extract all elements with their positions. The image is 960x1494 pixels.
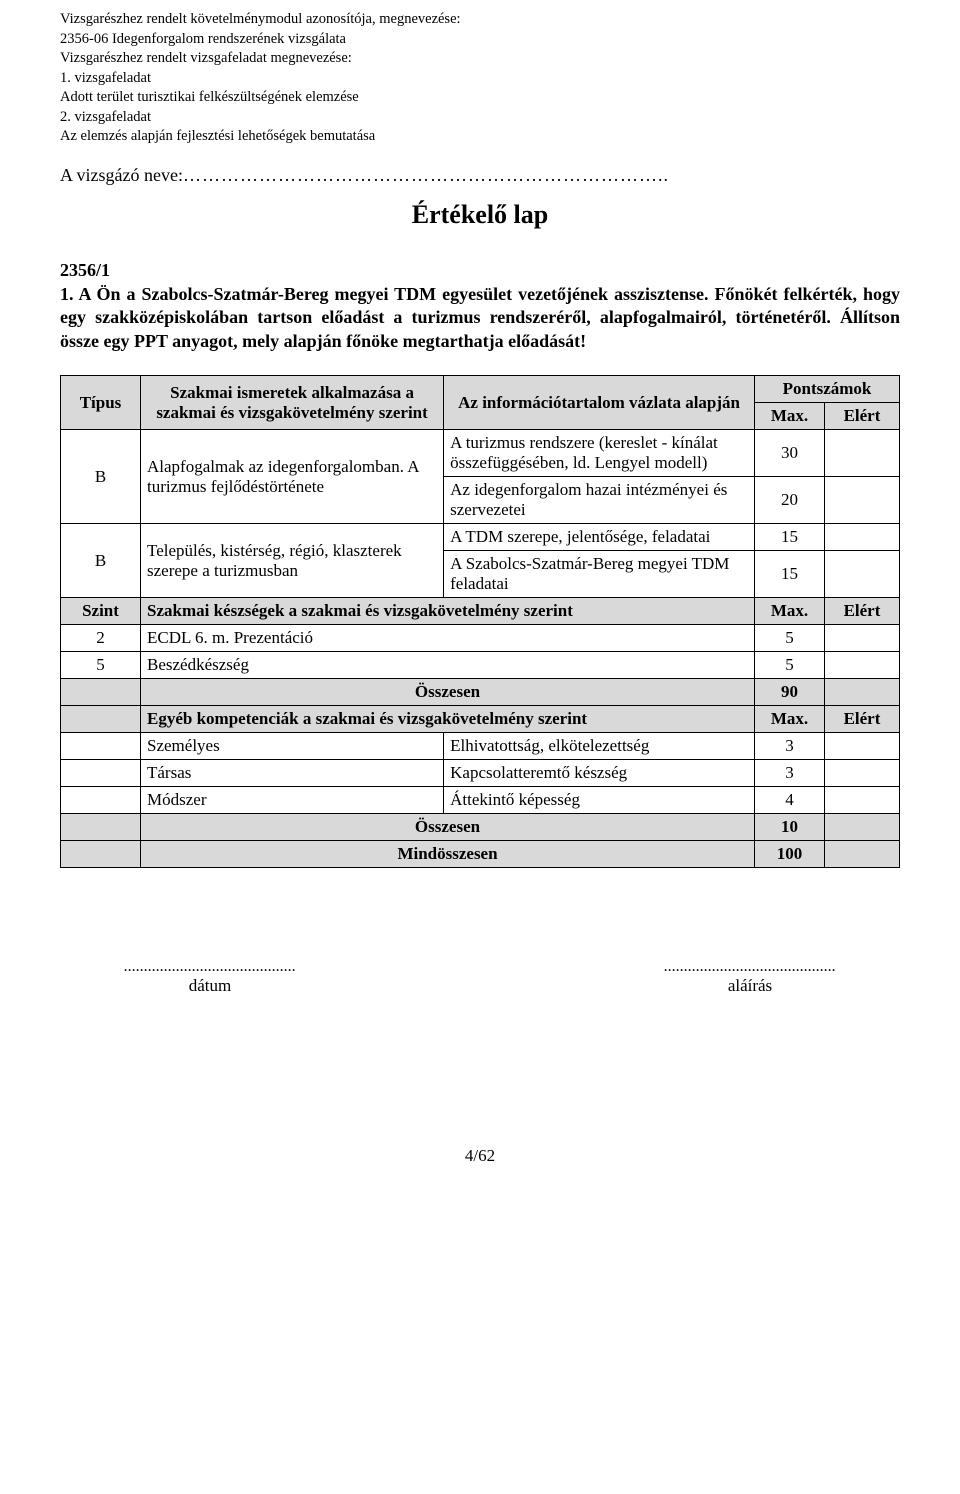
signature-date-block: ........................................… [60, 958, 360, 996]
cell-max-2b: 15 [755, 551, 825, 598]
cell-sk2-elert [825, 652, 900, 679]
cell-sk1-lvl: 2 [61, 625, 141, 652]
cell-sk2-max: 5 [755, 652, 825, 679]
cell-type-b1: B [61, 430, 141, 524]
cell-e2-cat: Társas [141, 760, 444, 787]
cell-sk1-max: 5 [755, 625, 825, 652]
cell-e1-label: Elhivatottság, elkötelezettség [444, 733, 755, 760]
th-egyeb-elert: Elért [825, 706, 900, 733]
page-container: Vizsgarészhez rendelt követelménymodul a… [0, 0, 960, 1206]
cell-e3-label: Áttekintő képesség [444, 787, 755, 814]
cell-elert-2b [825, 551, 900, 598]
header-line: 2. vizsgafeladat [60, 108, 900, 128]
task-code: 2356/1 [60, 260, 900, 281]
cell-szak-1: Alapfogalmak az idegenforgalomban. A tur… [141, 430, 444, 524]
cell-mindosszesen: Mindösszesen [141, 841, 755, 868]
cell-type-b2: B [61, 524, 141, 598]
cell-info-1a: A turizmus rendszere (kereslet - kínálat… [444, 430, 755, 477]
header-line: Vizsgarészhez rendelt követelménymodul a… [60, 10, 900, 30]
module-header: Vizsgarészhez rendelt követelménymodul a… [60, 10, 900, 147]
cell-e3-elert [825, 787, 900, 814]
signature-sign-block: ........................................… [600, 958, 900, 996]
cell-e2-label: Kapcsolatteremtő készség [444, 760, 755, 787]
signature-row: ........................................… [60, 958, 900, 996]
cell-osszesen1-blank [61, 679, 141, 706]
cell-egyeb-blank [61, 706, 141, 733]
cell-e3-cat: Módszer [141, 787, 444, 814]
header-line: Vizsgarészhez rendelt vizsgafeladat megn… [60, 49, 900, 69]
th-egyeb-max: Max. [755, 706, 825, 733]
sig-dots: ........................................… [60, 958, 360, 976]
cell-osszesen1-val: 90 [755, 679, 825, 706]
th-elert: Elért [825, 403, 900, 430]
cell-e2-blank [61, 760, 141, 787]
cell-e1-blank [61, 733, 141, 760]
header-line: 2356-06 Idegenforgalom rendszerének vizs… [60, 30, 900, 50]
cell-max-2a: 15 [755, 524, 825, 551]
cell-szak-2: Település, kistérség, régió, klaszterek … [141, 524, 444, 598]
cell-sk2-label: Beszédkészség [141, 652, 755, 679]
cell-osszesen2-elert [825, 814, 900, 841]
cell-sk2-lvl: 5 [61, 652, 141, 679]
th-tipus: Típus [61, 376, 141, 430]
th-szint-elert: Elért [825, 598, 900, 625]
examinee-label: A vizsgázó neve: [60, 165, 183, 185]
sig-dots: ........................................… [600, 958, 900, 976]
cell-osszesen2-val: 10 [755, 814, 825, 841]
header-line: 1. vizsgafeladat [60, 69, 900, 89]
cell-mind-blank [61, 841, 141, 868]
cell-e2-elert [825, 760, 900, 787]
cell-osszesen2-blank [61, 814, 141, 841]
th-max: Max. [755, 403, 825, 430]
header-line: Az elemzés alapján fejlesztési lehetőség… [60, 127, 900, 147]
header-line: Adott terület turisztikai felkészültségé… [60, 88, 900, 108]
cell-e3-max: 4 [755, 787, 825, 814]
th-egyeb: Egyéb kompetenciák a szakmai és vizsgakö… [141, 706, 755, 733]
cell-e1-max: 3 [755, 733, 825, 760]
sig-sign-label: aláírás [600, 976, 900, 996]
cell-info-2a: A TDM szerepe, jelentősége, feladatai [444, 524, 755, 551]
cell-elert-1a [825, 430, 900, 477]
cell-elert-2a [825, 524, 900, 551]
page-title: Értékelő lap [60, 200, 900, 230]
cell-sk1-label: ECDL 6. m. Prezentáció [141, 625, 755, 652]
cell-osszesen1-elert [825, 679, 900, 706]
th-info: Az információtartalom vázlata alapján [444, 376, 755, 430]
page-number: 4/62 [60, 1146, 900, 1166]
th-szint-max: Max. [755, 598, 825, 625]
th-szakmai: Szakmai ismeretek alkalmazása a szakmai … [141, 376, 444, 430]
cell-mindosszesen-elert [825, 841, 900, 868]
cell-e1-elert [825, 733, 900, 760]
task-text: 1. A Ön a Szabolcs-Szatmár-Bereg megyei … [60, 283, 900, 353]
cell-e1-cat: Személyes [141, 733, 444, 760]
cell-max-1b: 20 [755, 477, 825, 524]
cell-max-1a: 30 [755, 430, 825, 477]
examinee-dots: ………………………………………………………………….. [183, 165, 669, 185]
cell-e2-max: 3 [755, 760, 825, 787]
cell-info-1b: Az idegenforgalom hazai intézményei és s… [444, 477, 755, 524]
cell-osszesen2: Összesen [141, 814, 755, 841]
cell-osszesen1: Összesen [141, 679, 755, 706]
th-szint: Szint [61, 598, 141, 625]
cell-e3-blank [61, 787, 141, 814]
cell-elert-1b [825, 477, 900, 524]
evaluation-table: Típus Szakmai ismeretek alkalmazása a sz… [60, 375, 900, 868]
th-szint-heading: Szakmai készségek a szakmai és vizsgaköv… [141, 598, 755, 625]
examinee-name-line: A vizsgázó neve:………………………………………………………………… [60, 165, 900, 186]
cell-info-2b: A Szabolcs-Szatmár-Bereg megyei TDM fela… [444, 551, 755, 598]
cell-mindosszesen-val: 100 [755, 841, 825, 868]
th-pontszamok: Pontszámok [755, 376, 900, 403]
sig-date-label: dátum [60, 976, 360, 996]
cell-sk1-elert [825, 625, 900, 652]
